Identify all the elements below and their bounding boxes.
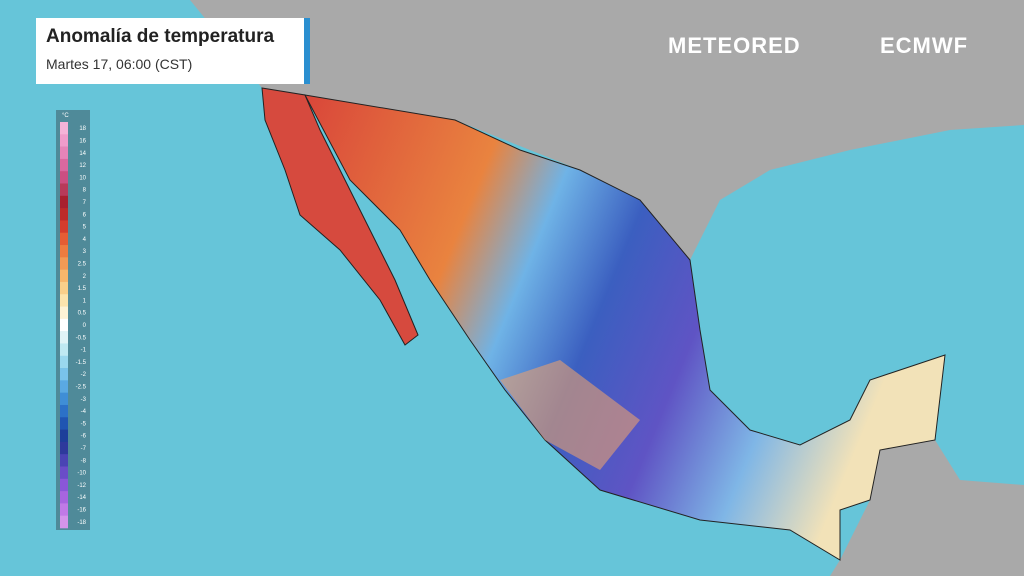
legend-swatch: [60, 134, 68, 147]
subtitle: Martes 17, 06:00 (CST): [46, 56, 193, 72]
legend-label: 12: [79, 163, 86, 169]
legend-label: -18: [77, 520, 86, 526]
legend-label: -2.5: [76, 385, 87, 391]
legend-swatch: [60, 343, 68, 357]
central-warm-area: [500, 360, 640, 470]
legend-label: 8: [83, 188, 87, 194]
legend-label: 5: [83, 225, 87, 231]
legend-label: -1: [81, 348, 87, 354]
legend-label: -12: [77, 483, 86, 489]
legend-unit: °C: [62, 113, 69, 119]
legend-swatch: [60, 146, 68, 160]
legend-label: 1: [83, 298, 87, 304]
legend-swatch: [60, 183, 68, 197]
legend-swatch: [60, 257, 68, 270]
legend-swatch: [60, 454, 68, 467]
legend-label: 0.5: [78, 311, 87, 317]
legend-swatch: [60, 503, 68, 516]
legend-swatch: [60, 171, 68, 184]
legend-swatch: [60, 158, 68, 172]
legend-swatch: [60, 466, 68, 480]
legend-swatch: [60, 429, 68, 443]
legend-label: -8: [81, 458, 87, 464]
legend-label: -5: [81, 421, 87, 427]
legend-label: -3: [81, 397, 87, 403]
legend-swatch: [60, 195, 68, 209]
legend-swatch: [60, 392, 68, 406]
legend-swatch: [60, 208, 68, 221]
legend-swatch: [60, 306, 68, 320]
legend-swatch: [60, 441, 68, 455]
legend-label: 4: [83, 237, 87, 243]
legend-swatch: [60, 122, 68, 135]
mexico-mainland: [304, 94, 946, 561]
legend-label: -0.5: [76, 335, 87, 341]
legend-label: -7: [81, 446, 87, 452]
legend-label: -1.5: [76, 360, 87, 366]
legend-swatch: [60, 294, 68, 307]
title: Anomalía de temperatura: [46, 26, 275, 47]
legend-label: 16: [79, 138, 86, 144]
legend-swatch: [60, 417, 68, 430]
legend-label: 7: [83, 200, 87, 206]
legend-swatch: [60, 491, 68, 504]
legend-label: 1.5: [78, 286, 87, 292]
ecmwf-logo: ECMWF: [880, 33, 969, 58]
legend-swatch: [60, 478, 68, 492]
legend-swatch: [60, 318, 68, 332]
legend-label: 2.5: [78, 261, 87, 267]
legend-swatch: [60, 380, 68, 393]
legend-label: -10: [77, 471, 86, 477]
legend-swatch: [60, 220, 68, 234]
legend-swatch: [60, 331, 68, 344]
legend-label: -6: [81, 434, 87, 440]
legend-label: 10: [79, 175, 86, 181]
legend: °C 18 16 14 12 10 8 7 6 5 4 3 2.5 2 1.5 1 0.5 0 -0.5 -1 -1.…: [56, 110, 90, 530]
legend-swatch: [60, 404, 68, 418]
legend-label: -16: [77, 508, 86, 514]
baja-california: [261, 87, 419, 346]
legend-label: -14: [77, 495, 86, 501]
legend-swatch: [60, 245, 68, 258]
legend-swatch: [60, 368, 68, 381]
legend-label: 18: [79, 126, 86, 132]
legend-swatch: [60, 269, 68, 283]
land-north: [190, 0, 1024, 260]
legend-label: 6: [83, 212, 87, 218]
title-box: Anomalía de temperatura Martes 17, 06:00…: [36, 18, 310, 84]
legend-swatch: [60, 515, 68, 529]
legend-label: 2: [83, 274, 87, 280]
legend-swatch: [60, 281, 68, 295]
legend-label: -2: [81, 372, 87, 378]
legend-label: 14: [79, 151, 86, 157]
legend-swatch: [60, 355, 68, 369]
legend-label: 3: [83, 249, 87, 255]
land-south: [830, 440, 1024, 576]
legend-label: 0: [83, 323, 87, 329]
legend-label: -4: [81, 409, 87, 415]
meteored-logo: METEORED: [668, 33, 801, 58]
legend-swatch: [60, 232, 68, 246]
